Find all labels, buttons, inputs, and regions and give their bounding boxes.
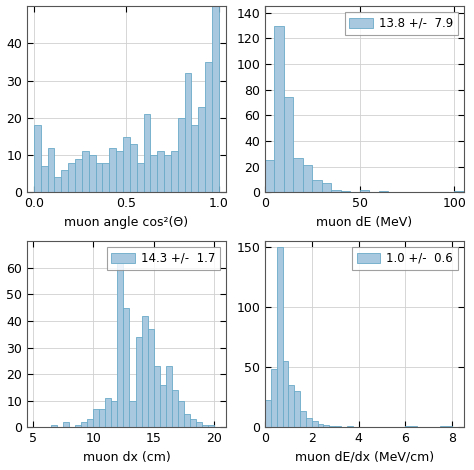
- Bar: [341, 191, 350, 192]
- Bar: [306, 418, 312, 427]
- Bar: [190, 419, 196, 427]
- Bar: [123, 136, 130, 192]
- Bar: [75, 425, 82, 427]
- Bar: [41, 166, 48, 192]
- Bar: [347, 426, 353, 427]
- Bar: [454, 191, 464, 192]
- Bar: [271, 368, 277, 427]
- Bar: [293, 157, 303, 192]
- X-axis label: muon angle cos²(Θ): muon angle cos²(Θ): [64, 216, 189, 229]
- X-axis label: muon dE (MeV): muon dE (MeV): [316, 216, 412, 229]
- Bar: [109, 148, 116, 192]
- Bar: [265, 160, 274, 192]
- Bar: [312, 180, 322, 192]
- Bar: [184, 73, 191, 192]
- X-axis label: muon dE/dx (MeV/cm): muon dE/dx (MeV/cm): [295, 451, 434, 464]
- Bar: [100, 409, 105, 427]
- Bar: [93, 409, 100, 427]
- Legend: 14.3 +/-  1.7: 14.3 +/- 1.7: [107, 247, 220, 270]
- Bar: [172, 390, 178, 427]
- Bar: [300, 410, 306, 427]
- Bar: [440, 426, 452, 427]
- Bar: [129, 401, 136, 427]
- Bar: [379, 191, 388, 192]
- Bar: [82, 422, 87, 427]
- Bar: [75, 159, 82, 192]
- Legend: 1.0 +/-  0.6: 1.0 +/- 0.6: [352, 247, 458, 270]
- Bar: [331, 190, 341, 192]
- Bar: [34, 125, 41, 192]
- Bar: [51, 425, 57, 427]
- Bar: [202, 425, 208, 427]
- Bar: [198, 107, 205, 192]
- Bar: [265, 400, 271, 427]
- Bar: [61, 170, 68, 192]
- Bar: [142, 316, 147, 427]
- Bar: [150, 155, 157, 192]
- Bar: [212, 0, 219, 192]
- Bar: [294, 392, 300, 427]
- Bar: [360, 190, 369, 192]
- Bar: [303, 165, 312, 192]
- Bar: [312, 421, 318, 427]
- Bar: [318, 424, 323, 427]
- Bar: [118, 257, 123, 427]
- Bar: [105, 398, 111, 427]
- Bar: [178, 401, 184, 427]
- Bar: [144, 114, 150, 192]
- Bar: [405, 426, 417, 427]
- Bar: [137, 163, 144, 192]
- Bar: [102, 163, 109, 192]
- Bar: [55, 178, 61, 192]
- Bar: [323, 425, 329, 427]
- Bar: [116, 151, 123, 192]
- Bar: [165, 366, 172, 427]
- Bar: [82, 151, 89, 192]
- Bar: [147, 329, 154, 427]
- Bar: [68, 163, 75, 192]
- Bar: [274, 25, 284, 192]
- X-axis label: muon dx (cm): muon dx (cm): [82, 451, 170, 464]
- Legend: 13.8 +/-  7.9: 13.8 +/- 7.9: [345, 12, 458, 35]
- Bar: [335, 426, 341, 427]
- Bar: [171, 151, 178, 192]
- Bar: [63, 422, 69, 427]
- Bar: [48, 148, 55, 192]
- Bar: [130, 144, 137, 192]
- Bar: [191, 125, 198, 192]
- Bar: [184, 414, 190, 427]
- Bar: [154, 366, 160, 427]
- Bar: [284, 97, 293, 192]
- Bar: [205, 62, 212, 192]
- Bar: [157, 151, 164, 192]
- Bar: [196, 422, 202, 427]
- Bar: [288, 385, 294, 427]
- Bar: [164, 155, 171, 192]
- Bar: [178, 118, 184, 192]
- Bar: [87, 419, 93, 427]
- Bar: [136, 337, 142, 427]
- Bar: [283, 361, 288, 427]
- Bar: [160, 385, 165, 427]
- Bar: [96, 163, 102, 192]
- Bar: [111, 401, 118, 427]
- Bar: [123, 308, 129, 427]
- Bar: [208, 425, 214, 427]
- Bar: [322, 183, 331, 192]
- Bar: [277, 247, 283, 427]
- Bar: [89, 155, 96, 192]
- Bar: [329, 426, 335, 427]
